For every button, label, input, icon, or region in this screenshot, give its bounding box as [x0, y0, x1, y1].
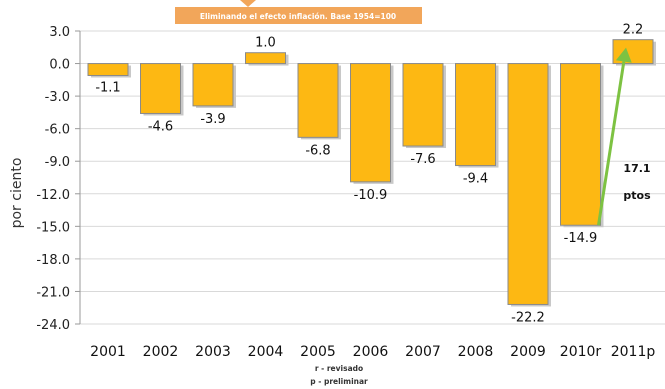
- y-tick-label: 3.0: [49, 25, 70, 40]
- chart-title-banner: Eliminando el efecto inflación. Base 195…: [175, 0, 422, 24]
- note-revisado: r - revisado: [315, 364, 363, 373]
- bar: [350, 63, 391, 183]
- x-tick-label: 2002: [143, 344, 179, 360]
- data-label: 1.0: [255, 36, 276, 51]
- y-tick-label: -12.0: [36, 188, 70, 203]
- banner-background: [175, 7, 422, 24]
- x-tick-label: 2003: [195, 344, 231, 360]
- banner-pointer: [240, 0, 256, 7]
- data-label: -14.9: [564, 231, 598, 246]
- note-preliminar: p - preliminar: [310, 377, 368, 386]
- bar: [297, 63, 339, 138]
- x-tick-label: 2009: [510, 344, 546, 360]
- y-tick-label: -3.0: [45, 90, 70, 105]
- x-tick-label: 2010r: [560, 344, 602, 360]
- annotation-value: 17.1: [623, 162, 650, 175]
- data-label: 2.2: [623, 23, 644, 38]
- data-label: -9.4: [463, 172, 488, 187]
- data-labels: -1.1 -4.6 -3.9 1.0 -6.8 -10.9 -7.6 -9.4 -22.2 -14…: [95, 23, 643, 326]
- bar: [455, 63, 496, 167]
- chart-title: Eliminando el efecto inflación. Base 195…: [200, 12, 396, 21]
- y-tick-label: 0.0: [49, 58, 70, 73]
- bar: [140, 63, 181, 114]
- data-label: -7.6: [410, 152, 435, 167]
- y-tick-label: -24.0: [36, 318, 70, 333]
- arrow-head-icon: [615, 47, 632, 63]
- annotation-unit: ptos: [623, 189, 651, 202]
- bars: [87, 39, 656, 307]
- x-tick-label: 2006: [353, 344, 389, 360]
- data-label: -3.9: [200, 112, 225, 127]
- y-tick-label: -9.0: [45, 155, 70, 170]
- x-tick-label: 2011p: [611, 344, 656, 360]
- y-axis: 3.0 0.0 -3.0 -6.0 -9.0 -12.0 -15.0 -18.0 -21.0 -2…: [36, 25, 81, 333]
- x-tick-label: 2008: [458, 344, 494, 360]
- y-axis-label: por ciento: [9, 158, 25, 229]
- y-tick-label: -18.0: [36, 253, 70, 268]
- data-label: -10.9: [354, 188, 388, 203]
- data-label: -4.6: [148, 119, 173, 134]
- data-label: -6.8: [305, 143, 330, 158]
- bar: [402, 63, 444, 147]
- bar: [245, 52, 286, 65]
- bar: [87, 63, 129, 76]
- x-tick-label: 2001: [90, 344, 126, 360]
- data-label: -22.2: [511, 310, 545, 325]
- arrow-line: [597, 61, 626, 226]
- change-arrow: [597, 47, 632, 226]
- y-tick-label: -15.0: [36, 220, 70, 235]
- bar: [507, 63, 549, 305]
- x-tick-label: 2004: [248, 344, 284, 360]
- y-tick-label: -6.0: [45, 123, 70, 138]
- x-axis-categories: 2001 2002 2003 2004 2005 2006 2007 2008 2009 2010…: [90, 344, 655, 360]
- data-label: -1.1: [95, 80, 120, 95]
- bar: [192, 63, 234, 107]
- bar: [560, 63, 601, 226]
- x-tick-label: 2005: [300, 344, 336, 360]
- y-tick-label: -21.0: [36, 285, 70, 300]
- x-tick-label: 2007: [405, 344, 441, 360]
